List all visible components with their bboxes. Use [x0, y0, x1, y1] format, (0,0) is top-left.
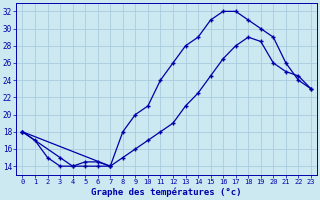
X-axis label: Graphe des températures (°c): Graphe des températures (°c)	[92, 188, 242, 197]
